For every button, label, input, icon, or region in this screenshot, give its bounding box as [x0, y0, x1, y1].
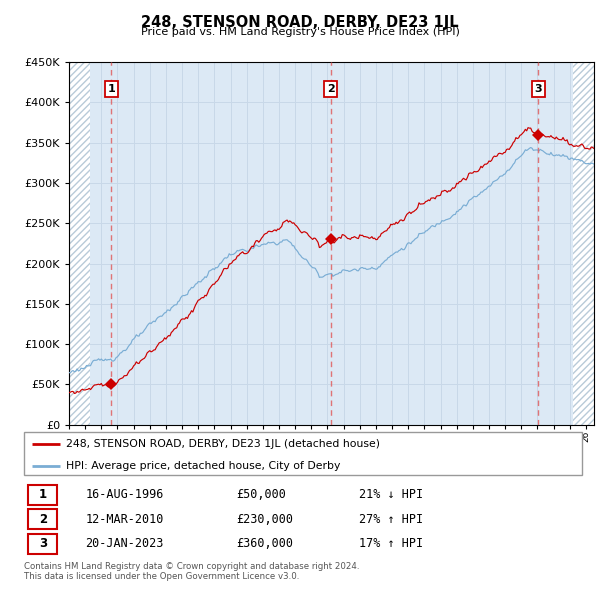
- Polygon shape: [69, 62, 90, 425]
- Text: £230,000: £230,000: [236, 513, 293, 526]
- Text: 2: 2: [39, 513, 47, 526]
- Text: 3: 3: [39, 537, 47, 550]
- Text: 1: 1: [39, 488, 47, 501]
- Text: 20-JAN-2023: 20-JAN-2023: [85, 537, 164, 550]
- Text: 21% ↓ HPI: 21% ↓ HPI: [359, 488, 423, 501]
- Text: 3: 3: [535, 84, 542, 94]
- Text: Contains HM Land Registry data © Crown copyright and database right 2024.: Contains HM Land Registry data © Crown c…: [24, 562, 359, 571]
- Text: 17% ↑ HPI: 17% ↑ HPI: [359, 537, 423, 550]
- Text: 2: 2: [326, 84, 334, 94]
- FancyBboxPatch shape: [28, 509, 58, 529]
- Text: 1: 1: [107, 84, 115, 94]
- FancyBboxPatch shape: [24, 432, 582, 475]
- FancyBboxPatch shape: [28, 534, 58, 553]
- Text: Price paid vs. HM Land Registry's House Price Index (HPI): Price paid vs. HM Land Registry's House …: [140, 27, 460, 37]
- Text: £50,000: £50,000: [236, 488, 286, 501]
- Text: £360,000: £360,000: [236, 537, 293, 550]
- FancyBboxPatch shape: [28, 485, 58, 504]
- Text: 16-AUG-1996: 16-AUG-1996: [85, 488, 164, 501]
- Text: This data is licensed under the Open Government Licence v3.0.: This data is licensed under the Open Gov…: [24, 572, 299, 581]
- Text: 12-MAR-2010: 12-MAR-2010: [85, 513, 164, 526]
- Text: HPI: Average price, detached house, City of Derby: HPI: Average price, detached house, City…: [66, 461, 340, 471]
- Text: 248, STENSON ROAD, DERBY, DE23 1JL: 248, STENSON ROAD, DERBY, DE23 1JL: [141, 15, 459, 30]
- Text: 248, STENSON ROAD, DERBY, DE23 1JL (detached house): 248, STENSON ROAD, DERBY, DE23 1JL (deta…: [66, 440, 380, 450]
- Polygon shape: [573, 62, 594, 425]
- Text: 27% ↑ HPI: 27% ↑ HPI: [359, 513, 423, 526]
